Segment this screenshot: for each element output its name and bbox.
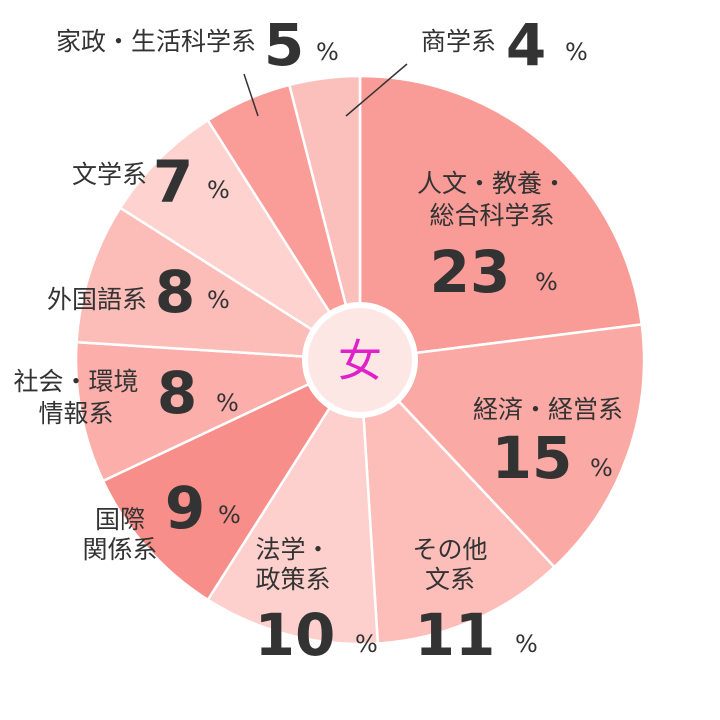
- slice-unit: %: [565, 38, 588, 66]
- slice-name: 人文・教養・総合科学系: [417, 169, 567, 230]
- slice-unit: %: [316, 38, 339, 66]
- slice-value: 10: [255, 601, 336, 669]
- pie-slice-9: [287, 74, 362, 361]
- slice-label-5: 社会・環境情報系 8%: [13, 359, 238, 428]
- slice-label-3: 法学・政策系 10%: [255, 535, 378, 669]
- pie-slice-1: [357, 323, 646, 569]
- pie-slice-4: [101, 357, 364, 602]
- pie-slice-7: [118, 118, 362, 362]
- slice-unit: %: [535, 268, 558, 296]
- center-circle: [302, 302, 418, 418]
- leader-line-8: [243, 73, 259, 117]
- slice-value: 23: [430, 238, 511, 306]
- slice-unit: %: [355, 630, 378, 658]
- slice-unit: %: [590, 454, 613, 482]
- slice-name: 経済・経営系: [473, 395, 623, 424]
- slice-unit: %: [207, 286, 230, 314]
- slice-value: 5: [264, 11, 304, 79]
- slice-name: 法学・政策系: [255, 535, 330, 594]
- pie-slice-3: [206, 356, 380, 646]
- slice-name: 社会・環境情報系: [13, 367, 138, 428]
- slice-value: 7: [153, 148, 193, 216]
- slice-label-2: その他文系 11%: [412, 535, 537, 669]
- slice-unit: %: [515, 630, 538, 658]
- slice-label-6: 外国語系 8%: [47, 258, 230, 326]
- center-label: 女: [338, 336, 382, 387]
- pie-slice-6: [75, 206, 361, 362]
- slice-value: 4: [506, 11, 546, 79]
- slice-label-9: 商学系 4%: [421, 11, 588, 79]
- slice-name: その他文系: [412, 535, 487, 594]
- slice-value: 8: [155, 258, 195, 326]
- slice-value: 8: [157, 359, 197, 427]
- slice-name: 文学系: [72, 160, 147, 189]
- slice-name: 外国語系: [47, 285, 147, 314]
- slice-name: 家政・生活科学系: [56, 27, 256, 56]
- slice-value: 11: [415, 601, 496, 669]
- slice-value: 9: [165, 474, 205, 542]
- pie-slice-5: [74, 340, 361, 483]
- leader-line-9: [345, 63, 408, 117]
- slice-name: 商学系: [421, 27, 496, 56]
- slice-name: 国際関係系: [82, 505, 157, 564]
- slice-label-0: 人文・教養・総合科学系 23%: [417, 169, 567, 306]
- slice-unit: %: [218, 501, 241, 529]
- slice-unit: %: [216, 389, 239, 417]
- pie-slice-0: [358, 74, 644, 362]
- slice-label-8: 家政・生活科学系 5%: [56, 11, 339, 79]
- pie-slice-2: [358, 356, 557, 645]
- slice-label-7: 文学系 7%: [72, 148, 230, 216]
- slice-unit: %: [207, 176, 230, 204]
- slice-value: 15: [492, 424, 573, 492]
